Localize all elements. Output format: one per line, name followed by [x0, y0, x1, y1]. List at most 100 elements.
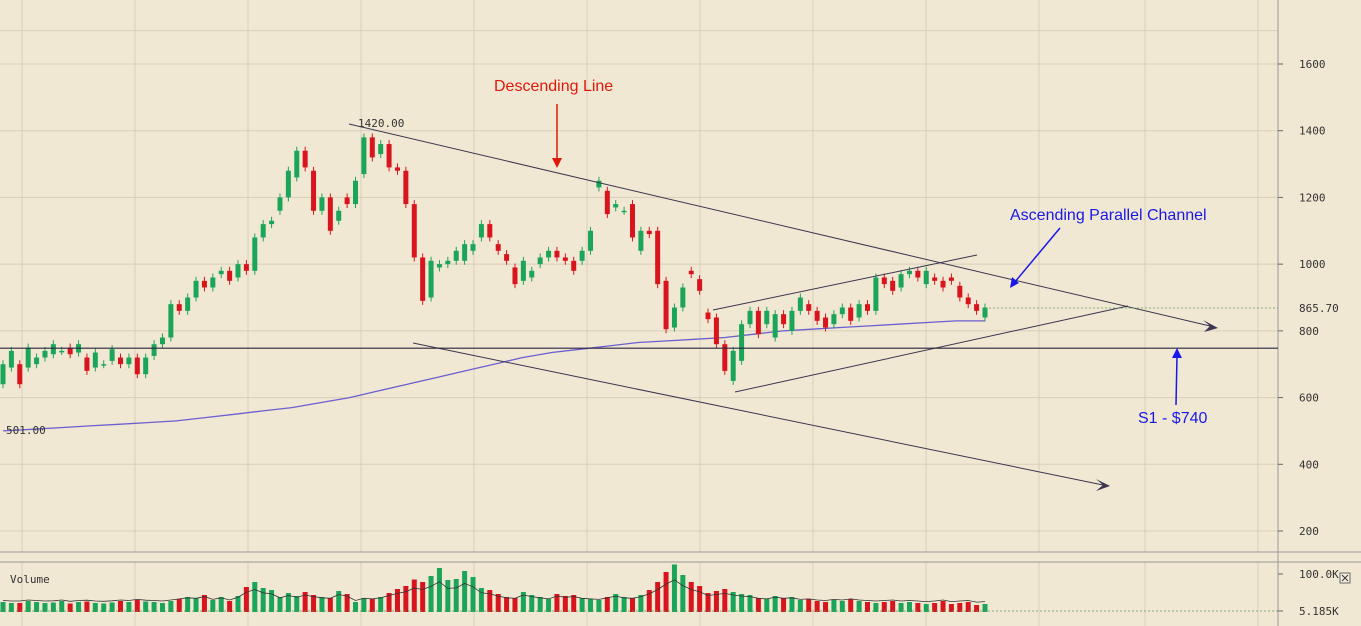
candle-body	[974, 304, 980, 311]
candle-body	[596, 180, 602, 188]
ascending-channel-annotation: Ascending Parallel Channel	[1010, 207, 1207, 224]
candle-body	[487, 224, 493, 238]
support-annotation-arrow	[1175, 355, 1178, 406]
volume-bar	[655, 582, 661, 612]
y-tick-label: 400	[1299, 458, 1319, 471]
volume-bar	[0, 602, 6, 612]
candle-body	[722, 344, 728, 371]
candle-body	[252, 237, 258, 271]
volume-bar	[529, 595, 535, 612]
volume-bar	[428, 576, 434, 612]
volume-bar	[462, 571, 468, 612]
volume-bar	[856, 601, 862, 612]
candle-body	[747, 310, 753, 325]
candle-body	[705, 312, 711, 320]
candle-body	[932, 277, 938, 281]
candle-body	[361, 137, 367, 175]
volume-tick-label: 5.185K	[1299, 605, 1339, 618]
volume-bar	[260, 588, 266, 612]
volume-bar	[327, 598, 333, 612]
candle-body	[126, 357, 132, 365]
candle-body	[864, 304, 870, 311]
volume-bar	[34, 602, 40, 612]
candle-body	[50, 344, 56, 355]
y-tick-label: 1600	[1299, 58, 1326, 71]
volume-bar	[898, 603, 904, 612]
volume-bar	[512, 598, 518, 612]
candle-body	[638, 230, 644, 251]
candle-body	[168, 304, 174, 338]
volume-bar	[797, 600, 803, 612]
volume-bar	[789, 597, 795, 612]
candle-body	[655, 230, 661, 285]
volume-bar	[671, 564, 677, 612]
candle-body	[797, 297, 803, 311]
candle-body	[67, 347, 73, 355]
arrowhead	[1172, 348, 1182, 358]
volume-bar	[285, 593, 291, 612]
volume-bar	[470, 577, 476, 612]
volume-bar	[814, 601, 820, 612]
volume-bar	[101, 603, 107, 612]
moving-average-line	[2, 320, 985, 432]
candle-body	[134, 357, 140, 375]
volume-bar	[772, 596, 778, 612]
volume-bar	[596, 600, 602, 612]
volume-bar	[185, 597, 191, 612]
volume-bar	[932, 603, 938, 612]
candle-body	[109, 349, 115, 361]
volume-bar	[923, 604, 929, 612]
candle-body	[579, 250, 585, 261]
candle-body	[554, 250, 560, 258]
candle-body	[92, 352, 98, 368]
volume-bar	[25, 601, 31, 612]
support-annotation: S1 - $740	[1138, 410, 1207, 427]
candle-body	[629, 204, 635, 238]
candle-body	[856, 304, 862, 318]
volume-bar	[739, 594, 745, 612]
volume-bar	[227, 601, 233, 612]
candle-body	[495, 244, 501, 251]
volume-bar	[143, 601, 149, 612]
volume-bar	[495, 594, 501, 612]
volume-bar	[546, 599, 552, 612]
candle-body	[504, 254, 510, 261]
volume-bar	[940, 601, 946, 612]
volume-bar	[126, 602, 132, 612]
candle-body	[688, 270, 694, 275]
candle-body	[680, 287, 686, 308]
volume-bar	[663, 572, 669, 612]
candle-body	[436, 264, 442, 268]
volume-bar	[864, 602, 870, 612]
volume-bar	[394, 589, 400, 612]
volume-bar	[537, 597, 543, 612]
candle-body	[311, 170, 317, 211]
high-price-label: 1420.00	[358, 117, 404, 130]
candle-body	[697, 279, 703, 291]
candle-body	[210, 277, 216, 288]
volume-bar	[294, 596, 300, 612]
volume-bar	[84, 601, 90, 612]
candle-body	[512, 267, 518, 285]
volume-bar	[638, 595, 644, 612]
volume-bar	[386, 593, 392, 612]
candle-body	[906, 270, 912, 275]
candle-body	[420, 257, 426, 301]
candle-body	[923, 270, 929, 285]
candle-body	[755, 310, 761, 335]
candle-body	[118, 357, 124, 365]
candle-body	[403, 170, 409, 205]
last-price-label: 865.70	[1299, 302, 1339, 315]
candle-body	[344, 197, 350, 205]
volume-bar	[747, 595, 753, 612]
volume-bar	[168, 601, 174, 612]
volume-bar	[974, 605, 980, 612]
candle-body	[0, 364, 6, 385]
candle-body	[428, 260, 434, 298]
volume-bar	[781, 598, 787, 612]
candle-body	[730, 350, 736, 381]
candle-body	[227, 270, 233, 281]
volume-bar	[604, 597, 610, 612]
candle-body	[470, 244, 476, 251]
volume-bar	[613, 594, 619, 612]
